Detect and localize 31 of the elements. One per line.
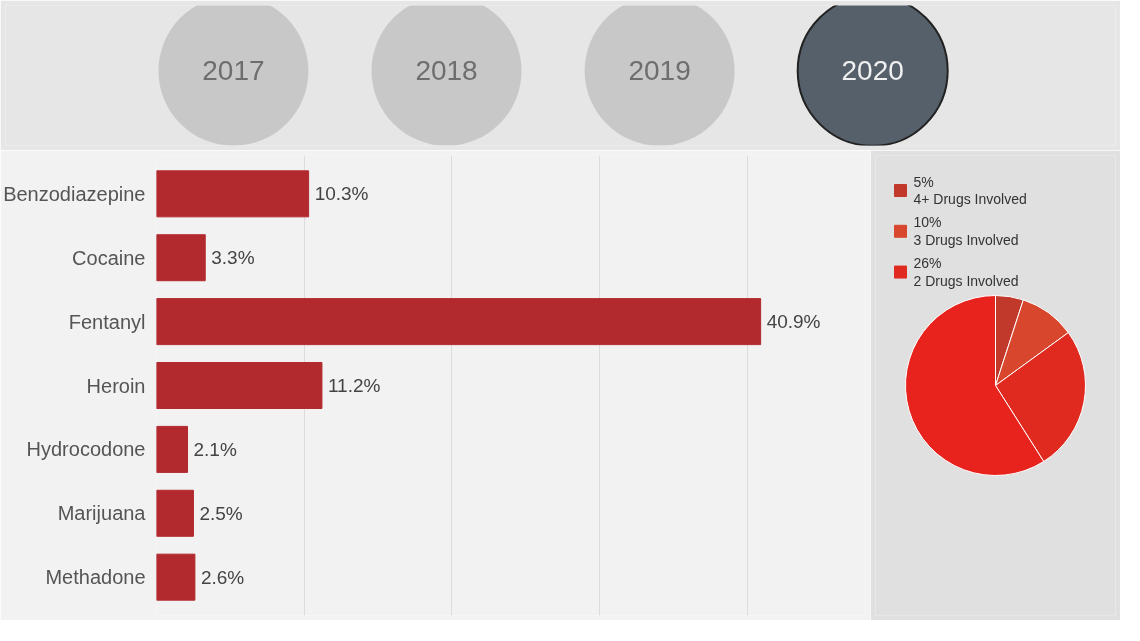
y-tick-label: Methadone <box>45 566 146 589</box>
data-label: 11.2% <box>327 375 381 396</box>
legend-label: 4+ Drugs Involved <box>913 191 1027 208</box>
text: 2019 <box>628 55 691 87</box>
y-tick-label: Hydrocodone <box>26 438 146 461</box>
y-tick-label: Cocaine <box>72 246 146 269</box>
bar <box>156 362 323 409</box>
bar <box>156 489 194 537</box>
data-label: 10% <box>913 214 942 231</box>
y-tick-label: Fentanyl <box>68 310 146 333</box>
bar <box>156 170 310 218</box>
y-tick-label: Marijuana <box>57 502 147 525</box>
data-label: 40.9% <box>766 311 821 333</box>
bar <box>156 553 196 601</box>
data-label: 5% <box>913 173 934 190</box>
bar <box>156 234 206 282</box>
y-tick-label: Benzodiazepine <box>3 182 146 205</box>
data-label: 10.3% <box>314 183 369 205</box>
y-tick-label: Heroin <box>86 374 146 397</box>
bar <box>156 298 762 346</box>
legend-label: 2 Drugs Involved <box>913 272 1019 289</box>
data-label: 26% <box>913 255 942 272</box>
bar <box>156 425 189 473</box>
data-label: 3.3% <box>211 247 255 269</box>
text: 2020 <box>841 55 904 87</box>
text: 2017 <box>202 55 265 87</box>
text: 2018 <box>415 55 478 87</box>
data-label: 2.5% <box>199 502 243 524</box>
legend-label: 3 Drugs Involved <box>913 232 1019 249</box>
data-label: 2.6% <box>200 566 245 588</box>
data-label: 2.1% <box>193 438 237 460</box>
